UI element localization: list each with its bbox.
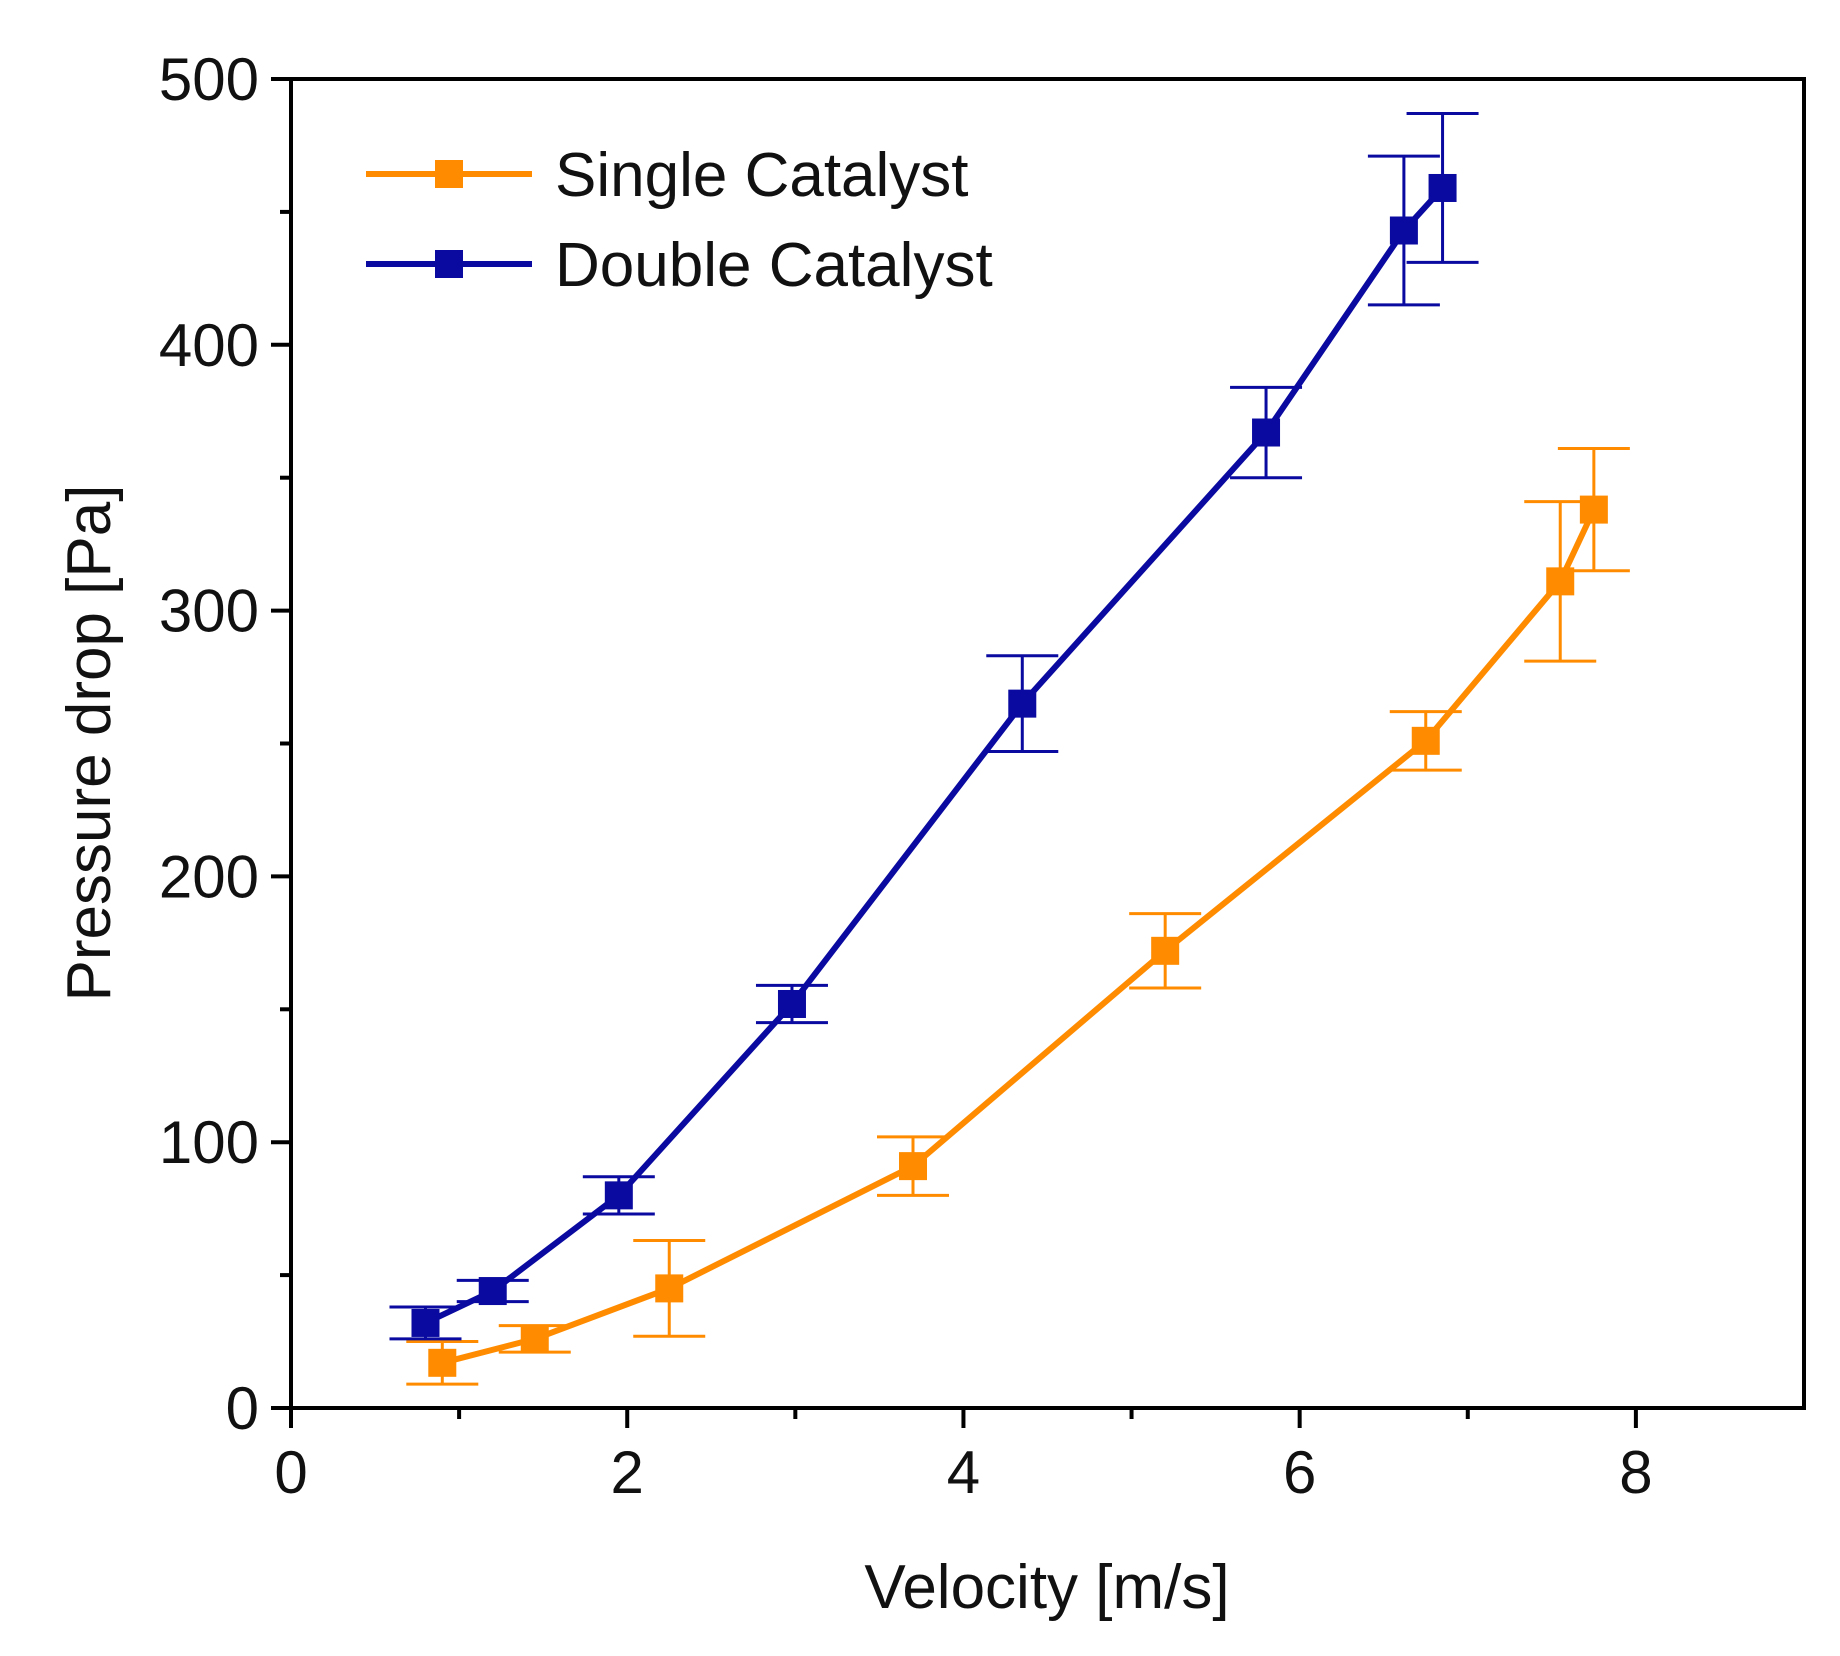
single-catalyst-point	[655, 1274, 684, 1303]
y-tick-label: 200	[159, 843, 259, 910]
legend-label-single-catalyst: Single Catalyst	[555, 141, 969, 210]
double-catalyst-point	[411, 1308, 440, 1337]
x-tick-label: 8	[1619, 1439, 1652, 1506]
x-tick-label: 2	[611, 1439, 644, 1506]
legend-marker-double-catalyst	[435, 250, 463, 278]
double-catalyst-point	[777, 989, 806, 1018]
y-tick-label: 300	[159, 578, 259, 645]
y-tick-label: 500	[159, 46, 259, 113]
double-catalyst-point	[1008, 689, 1037, 718]
x-tick-label: 4	[947, 1439, 980, 1506]
double-catalyst-point	[1252, 418, 1281, 447]
double-catalyst-point	[604, 1181, 633, 1210]
legend-marker-single-catalyst	[435, 160, 463, 188]
double-catalyst-point	[1389, 216, 1418, 245]
legend-label-double-catalyst: Double Catalyst	[555, 231, 993, 300]
single-catalyst-series	[406, 446, 1630, 1386]
y-axis-title: Pressure drop [Pa]	[55, 485, 124, 1002]
double-catalyst-point	[478, 1277, 507, 1306]
single-catalyst-point	[428, 1348, 457, 1377]
x-axis-title: Velocity [m/s]	[864, 1553, 1229, 1622]
single-catalyst-point	[1579, 495, 1608, 524]
single-catalyst-point	[520, 1324, 549, 1353]
single-catalyst-point	[899, 1152, 928, 1181]
double-catalyst-line	[424, 185, 1445, 1326]
axis-layer: 0 2 4 6 8 0 100 200 300 400 500	[159, 46, 1653, 1506]
single-catalyst-line	[441, 508, 1597, 1366]
double-catalyst-point	[1428, 173, 1457, 202]
y-tick-label: 0	[226, 1375, 259, 1442]
y-tick-label: 400	[159, 312, 259, 379]
series-layer	[389, 112, 1630, 1386]
single-catalyst-point	[1411, 726, 1440, 755]
single-catalyst-point	[1151, 936, 1180, 965]
y-tick-label: 100	[159, 1109, 259, 1176]
legend: Single Catalyst Double Catalyst	[366, 141, 993, 300]
double-catalyst-series	[389, 112, 1479, 1341]
x-tick-label: 0	[274, 1439, 307, 1506]
x-tick-label: 6	[1283, 1439, 1316, 1506]
